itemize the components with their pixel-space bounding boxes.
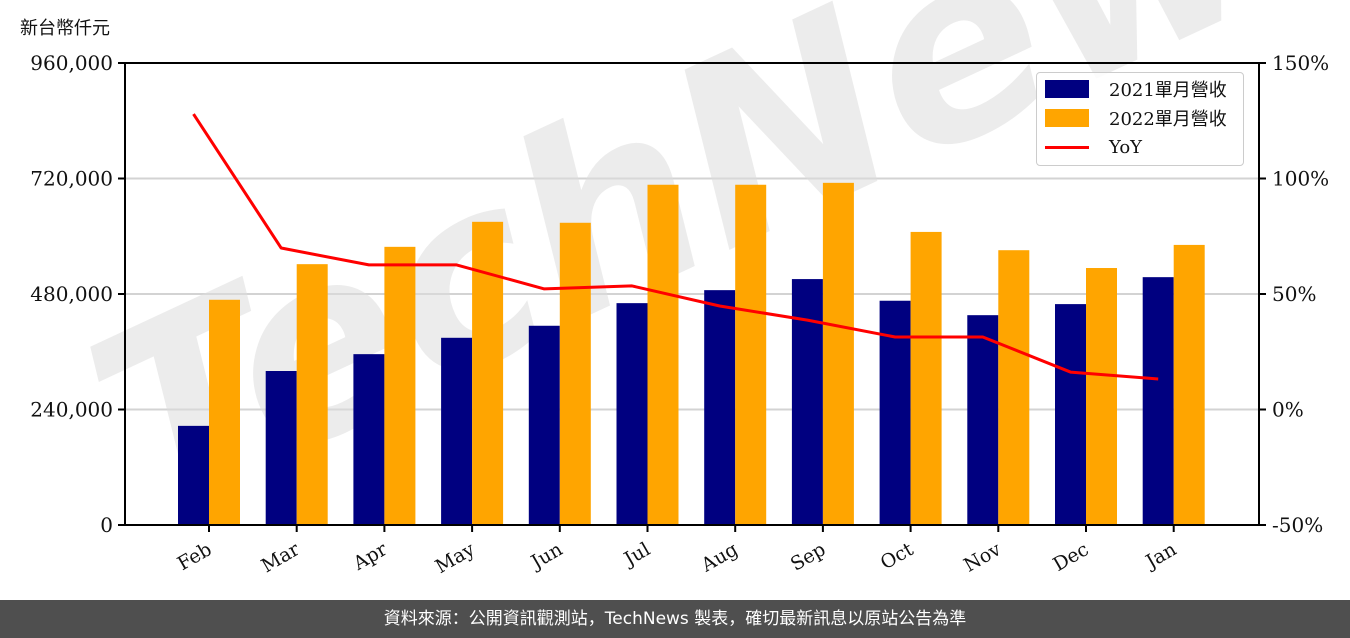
revenue-chart: TechNews 0240,000480,000720,000960,000-5… xyxy=(30,0,1350,578)
bar-2022 xyxy=(472,221,504,525)
legend-line-yoy xyxy=(1045,145,1089,149)
bar-2022 xyxy=(647,184,679,525)
y-axis-unit-label: 新台幣仟元 xyxy=(20,18,110,39)
bar-2021 xyxy=(1055,304,1086,525)
bar-2022 xyxy=(559,222,591,525)
bar-2022 xyxy=(910,231,942,525)
x-tick-label: Aug xyxy=(697,538,742,577)
legend-label: YoY xyxy=(1109,136,1143,158)
y2-tick-label: 150% xyxy=(1272,51,1329,75)
bar-2021 xyxy=(528,325,560,525)
y2-tick-label: -50% xyxy=(1272,513,1323,537)
bar-2022 xyxy=(209,299,240,525)
bars xyxy=(178,182,1205,526)
y2-tick-label: 50% xyxy=(1272,282,1316,306)
bar-2022 xyxy=(1173,244,1205,525)
x-tick-label: Dec xyxy=(1049,538,1092,576)
legend-label: 2021單月營收 xyxy=(1109,80,1227,101)
y2-tick-label: 0% xyxy=(1272,398,1304,422)
source-footer: 資料來源：公開資訊觀測站，TechNews 製表，確切最新訊息以原站公告為準 xyxy=(0,600,1350,638)
x-tick-label: Sep xyxy=(787,538,830,575)
x-tick-label: Oct xyxy=(877,538,918,574)
legend-swatch-2022 xyxy=(1045,109,1089,127)
bar-2021 xyxy=(353,354,385,525)
legend-item-2021: 2021單月營收 xyxy=(1045,75,1227,103)
y-tick-label: 240,000 xyxy=(30,398,113,422)
legend-item-yoy: YoY xyxy=(1045,133,1142,161)
bar-2022 xyxy=(384,246,416,525)
legend-swatch-2021 xyxy=(1045,80,1089,98)
y-tick-label: 960,000 xyxy=(30,51,113,75)
yoy-polyline xyxy=(192,113,1159,381)
legend-item-2022: 2022單月營收 xyxy=(1045,104,1227,132)
bar-2021 xyxy=(967,315,999,525)
legend-label: 2022單月營收 xyxy=(1109,109,1227,130)
x-tick-label: Jan xyxy=(1140,538,1180,574)
chart-legend: 2021單月營收 2022單月營收 YoY xyxy=(1036,72,1244,166)
x-tick-label: Jun xyxy=(526,538,567,574)
x-tick-label: Nov xyxy=(960,538,1005,577)
x-tick-label: Apr xyxy=(349,538,392,575)
bar-2022 xyxy=(296,264,328,525)
bar-2021 xyxy=(1142,277,1174,525)
y-tick-label: 480,000 xyxy=(30,282,113,306)
y-tick-label: 0 xyxy=(100,513,113,537)
x-tick-label: Jul xyxy=(619,538,654,571)
bar-2021 xyxy=(178,425,209,525)
y-tick-label: 720,000 xyxy=(30,167,113,191)
y2-tick-label: 100% xyxy=(1272,167,1329,191)
x-tick-label: May xyxy=(432,538,479,578)
bar-2022 xyxy=(822,182,854,526)
bar-2021 xyxy=(791,279,823,525)
bar-2021 xyxy=(265,371,297,525)
bar-2022 xyxy=(998,250,1030,526)
bar-2022 xyxy=(1086,268,1117,525)
bar-2022 xyxy=(735,184,767,525)
bar-2021 xyxy=(441,337,473,525)
yoy-line xyxy=(192,113,1159,381)
x-tick-label: Mar xyxy=(258,538,304,577)
bar-2021 xyxy=(704,290,736,525)
bar-2021 xyxy=(616,303,648,525)
